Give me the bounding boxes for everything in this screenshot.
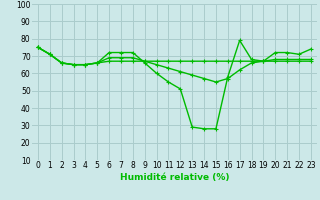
X-axis label: Humidité relative (%): Humidité relative (%) bbox=[120, 173, 229, 182]
